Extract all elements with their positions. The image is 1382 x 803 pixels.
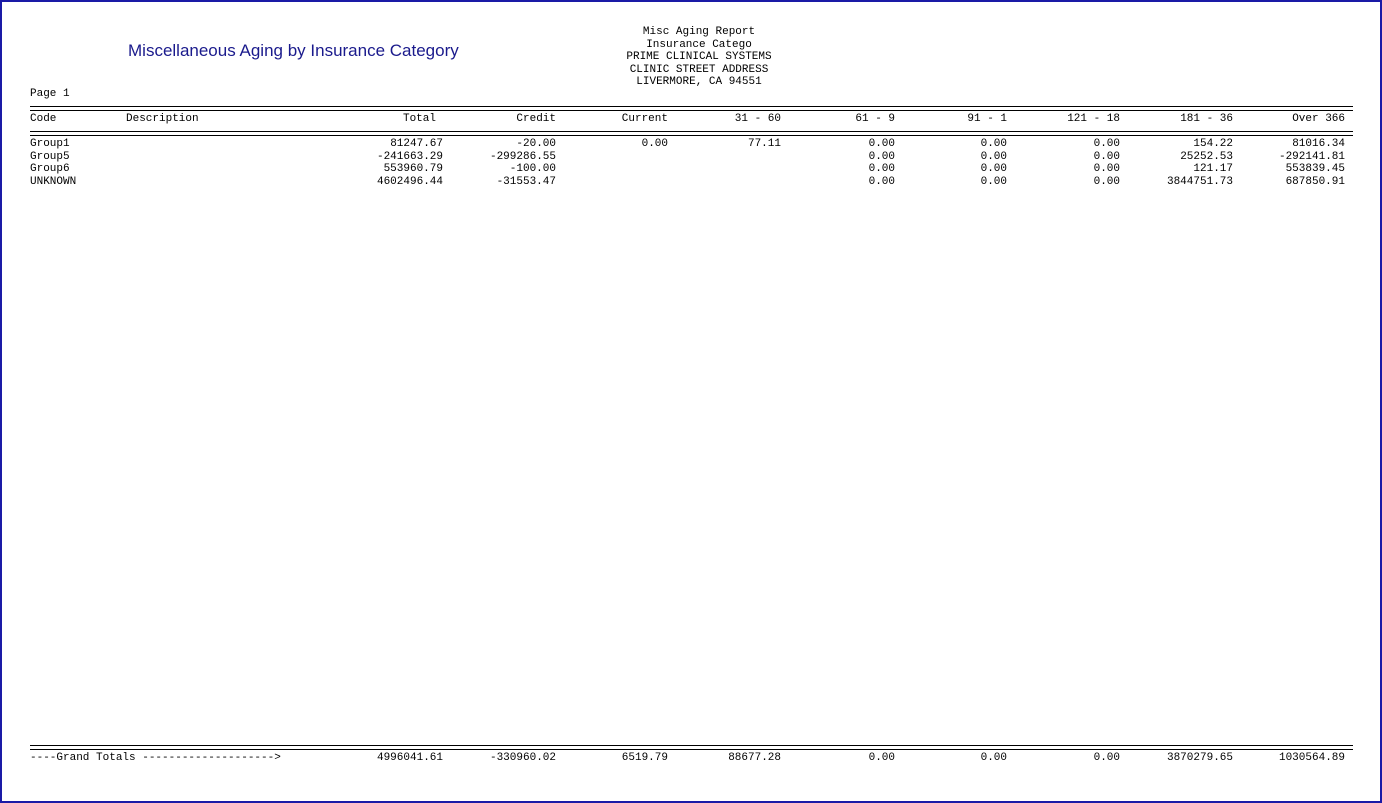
- cell-value: 0.00: [980, 175, 1007, 188]
- column-header: 61 - 9: [855, 113, 895, 125]
- total-value: 6519.79: [621, 752, 668, 764]
- column-header: Current: [621, 113, 668, 125]
- separator: [30, 745, 1353, 750]
- cell-value: 0.00: [868, 175, 895, 188]
- cell-value: 553839.45: [1285, 163, 1345, 176]
- cell-value: 0.00: [980, 138, 1007, 150]
- column-header: Credit: [516, 113, 556, 125]
- separator: [30, 131, 1353, 136]
- cell-value: -31553.47: [496, 175, 556, 188]
- cell-value: 0.00: [1093, 163, 1120, 176]
- report-header-line: Misc Aging Report: [642, 26, 756, 38]
- report-header-line: LIVERMORE, CA 94551: [636, 76, 762, 89]
- total-value: 0.00: [1093, 752, 1120, 764]
- report-title: Miscellaneous Aging by Insurance Categor…: [128, 41, 459, 60]
- report-header-line: Insurance Catego: [646, 38, 752, 51]
- row-code: UNKNOWN: [30, 175, 77, 188]
- row-code: Group6: [30, 163, 70, 176]
- row-code: Group5: [30, 150, 70, 163]
- cell-value: 81016.34: [1292, 138, 1345, 150]
- cell-value: -241663.29: [376, 150, 443, 163]
- cell-value: 0.00: [1093, 150, 1120, 163]
- cell-value: 0.00: [1093, 138, 1120, 150]
- cell-value: 0.00: [868, 150, 895, 163]
- cell-value: 553960.79: [383, 163, 443, 176]
- column-header: Description: [126, 113, 199, 125]
- column-header: Total: [402, 113, 436, 125]
- cell-value: -292141.81: [1278, 150, 1345, 163]
- column-header: Over 366: [1292, 113, 1345, 125]
- column-header: 91 - 1: [967, 113, 1007, 125]
- page-number: Page 1: [30, 88, 70, 100]
- cell-value: 4602496.44: [376, 175, 443, 188]
- total-value: 0.00: [980, 752, 1007, 764]
- cell-value: 77.11: [747, 138, 781, 150]
- total-value: 88677.28: [728, 752, 781, 764]
- separator: [30, 106, 1353, 111]
- cell-value: 0.00: [641, 138, 668, 150]
- cell-value: -100.00: [509, 163, 556, 176]
- cell-value: 0.00: [868, 163, 895, 176]
- total-value: -330960.02: [489, 752, 556, 764]
- column-header: Code: [30, 113, 57, 125]
- column-header: 31 - 60: [734, 113, 781, 125]
- cell-value: 687850.91: [1285, 175, 1345, 188]
- report-header-line: CLINIC STREET ADDRESS: [629, 63, 769, 76]
- total-value: 3870279.65: [1166, 752, 1233, 764]
- cell-value: 81247.67: [390, 138, 443, 150]
- total-value: 1030564.89: [1278, 752, 1345, 764]
- cell-value: 25252.53: [1180, 150, 1233, 163]
- cell-value: 0.00: [868, 138, 895, 150]
- cell-value: 0.00: [980, 163, 1007, 176]
- cell-value: 3844751.73: [1166, 175, 1233, 188]
- cell-value: -299286.55: [489, 150, 556, 163]
- cell-value: 154.22: [1193, 138, 1233, 150]
- cell-value: 0.00: [980, 150, 1007, 163]
- cell-value: -20.00: [516, 138, 556, 150]
- column-header: 181 - 36: [1180, 113, 1233, 125]
- cell-value: 121.17: [1193, 163, 1233, 176]
- report-header-line: PRIME CLINICAL SYSTEMS: [626, 51, 772, 64]
- cell-value: 0.00: [1093, 175, 1120, 188]
- total-value: 4996041.61: [376, 752, 443, 764]
- column-header: 121 - 18: [1067, 113, 1120, 125]
- row-code: Group1: [30, 138, 70, 150]
- totals-label: ----Grand Totals -------------------->: [30, 752, 281, 764]
- total-value: 0.00: [868, 752, 895, 764]
